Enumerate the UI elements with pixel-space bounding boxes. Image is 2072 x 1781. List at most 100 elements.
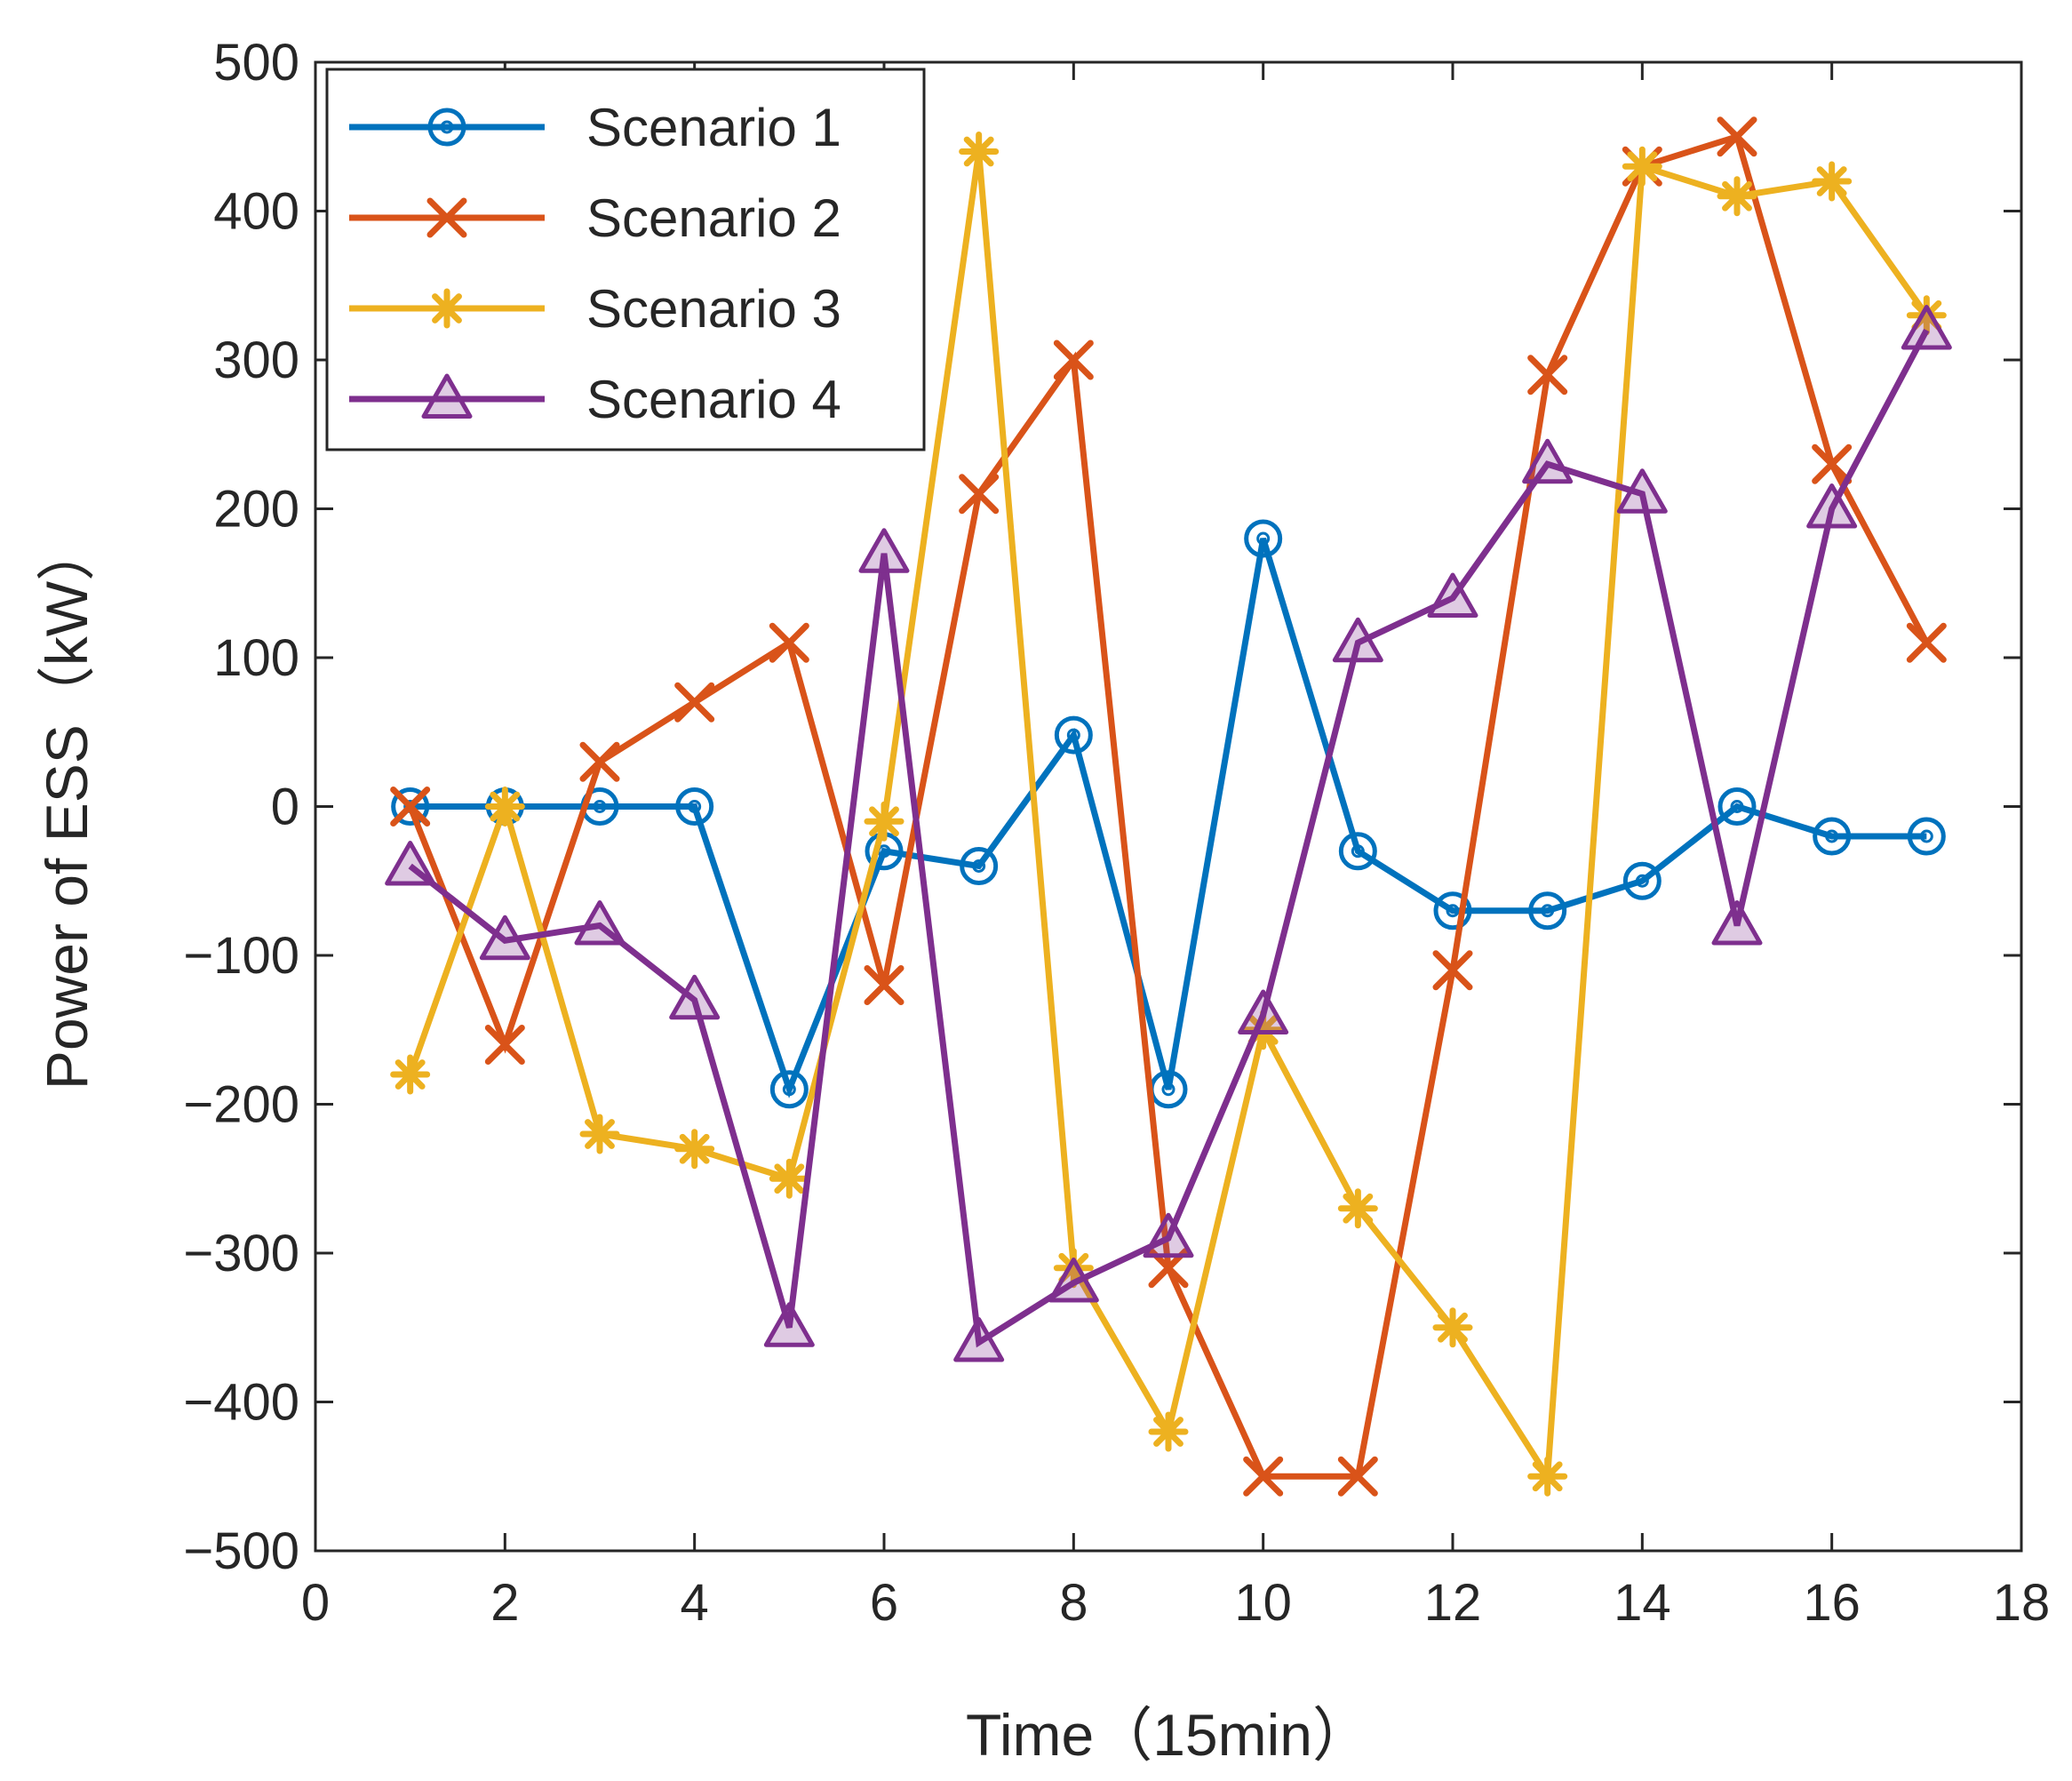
data-point [1717, 787, 1757, 826]
data-point [579, 741, 620, 782]
data-point [959, 132, 1000, 172]
legend-label: Scenario 1 [586, 98, 841, 157]
data-point [1527, 355, 1568, 395]
data-point [385, 841, 436, 886]
x-axis-label: Time（15min） [966, 1702, 1371, 1768]
y-tick-label: 100 [213, 629, 299, 687]
data-point [674, 682, 715, 723]
data-point [675, 787, 714, 826]
legend-marker [426, 288, 467, 329]
y-axis-label: Power of ESS（kW） [34, 523, 100, 1090]
data-point [1711, 900, 1763, 946]
x-axis: 0 2 4 6 8 10 12 14 16 18 [301, 62, 2050, 1632]
legend-label: Scenario 3 [586, 279, 841, 339]
data-point [1143, 1212, 1194, 1258]
data-point [1527, 1456, 1568, 1497]
legend: Scenario 1 Scenario 2 Scenario 3 Scenario 4 [325, 68, 926, 451]
series-2 [390, 116, 1947, 1497]
legend-entry: Scenario 2 [349, 188, 841, 248]
series-1 [391, 519, 1946, 1109]
data-point [1432, 950, 1473, 991]
y-axis: 500 400 300 200 100 0 −100 −200 −300 −400 −500 [183, 34, 2021, 1580]
legend-entry: Scenario 4 [349, 370, 841, 429]
y-tick-label: 300 [213, 331, 299, 389]
data-point [959, 474, 1000, 515]
series-line [410, 537, 1927, 1098]
y-tick-label: 0 [271, 779, 299, 836]
data-point [1433, 891, 1472, 930]
data-point [1337, 1188, 1378, 1229]
data-point [1813, 817, 1852, 856]
data-point [1616, 468, 1668, 514]
data-point [1337, 1456, 1378, 1497]
series-4 [385, 305, 1952, 1362]
data-point [1148, 1411, 1189, 1452]
legend-box [325, 68, 926, 451]
data-point [579, 1114, 620, 1154]
data-point [1244, 519, 1283, 558]
y-tick-label: 500 [213, 34, 299, 92]
data-point [479, 914, 530, 961]
data-point [1812, 443, 1853, 484]
x-tick-label: 10 [1234, 1574, 1292, 1632]
data-point [769, 1070, 809, 1109]
data-point [1048, 1258, 1099, 1303]
legend-marker [427, 108, 466, 147]
y-tick-label: −300 [183, 1225, 299, 1282]
data-point [484, 1025, 525, 1065]
data-point [1528, 891, 1567, 930]
data-point [769, 622, 809, 663]
legend-label: Scenario 2 [586, 188, 841, 248]
x-tick-label: 16 [1803, 1574, 1861, 1632]
x-tick-label: 14 [1614, 1574, 1671, 1632]
data-point [1812, 161, 1853, 202]
x-tick-label: 8 [1059, 1574, 1088, 1632]
legend-entry: Scenario 3 [349, 279, 841, 339]
data-point [1906, 295, 1947, 336]
series-line [408, 328, 1930, 1348]
data-point [1243, 1010, 1284, 1050]
data-point [674, 1129, 715, 1170]
legend-marker [421, 373, 473, 419]
x-tick-label: 4 [681, 1574, 709, 1632]
data-point [1053, 339, 1094, 380]
y-tick-label: 200 [213, 481, 299, 539]
data-point [1427, 572, 1478, 618]
x-tick-label: 0 [301, 1574, 330, 1632]
data-point [769, 1158, 809, 1199]
data-point [669, 974, 721, 1020]
y-tick-label: −100 [183, 927, 299, 985]
data-point [1717, 116, 1757, 157]
y-tick-label: −200 [183, 1076, 299, 1134]
data-point [1522, 438, 1574, 484]
data-point [1053, 1248, 1094, 1289]
data-point [1054, 715, 1093, 755]
data-point [1622, 861, 1662, 900]
data-point [1901, 305, 1952, 350]
data-point [953, 1317, 1005, 1362]
y-tick-label: −500 [183, 1522, 299, 1580]
data-point [960, 847, 999, 885]
x-tick-label: 6 [870, 1574, 898, 1632]
x-tick-label: 12 [1424, 1574, 1482, 1632]
y-tick-label: −400 [183, 1374, 299, 1432]
data-point [1906, 622, 1947, 663]
data-point [1243, 1456, 1284, 1497]
data-point [574, 900, 626, 946]
data-point [484, 787, 525, 827]
x-tick-label: 18 [1993, 1574, 2051, 1632]
series-3 [390, 132, 1947, 1497]
legend-label: Scenario 4 [586, 370, 841, 429]
legend-marker [426, 197, 467, 238]
data-point [390, 787, 431, 827]
data-point [1907, 817, 1946, 856]
data-point [1806, 483, 1858, 529]
data-point [858, 528, 910, 573]
data-point [390, 1054, 431, 1095]
data-point [1622, 146, 1662, 187]
legend-entry: Scenario 1 [349, 98, 841, 157]
data-point [864, 965, 905, 1005]
data-point [1238, 989, 1289, 1034]
data-point [1332, 617, 1383, 663]
